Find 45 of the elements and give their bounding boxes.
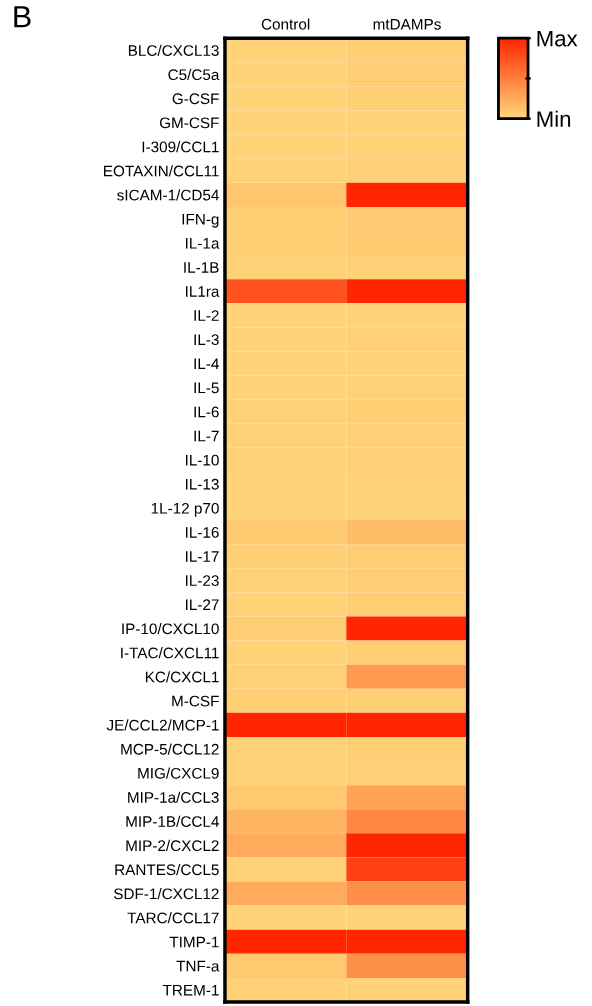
y-tick-label: MIP-1a/CCL3	[128, 791, 219, 803]
text: B	[14, 6, 31, 28]
y-tick-label: IFN-g	[182, 213, 219, 228]
y-tick-label: IL-10	[186, 454, 219, 466]
y-tick-label: IL-16	[186, 527, 219, 538]
y-tick-label: TARC/CCL17	[127, 912, 219, 924]
y-tick-label: MIP-2/CXCL2	[126, 839, 219, 852]
y-tick-label: TIMP-1	[169, 936, 219, 948]
y-tick-label: IP-10/CXCL10	[122, 622, 219, 635]
y-tick-label: BLC/CXCL13	[128, 44, 219, 56]
x-tick-label: mtDAMPs	[373, 18, 441, 30]
y-tick-label: MIP-1B/CCL4	[126, 815, 219, 827]
y-tick-label: MIG/CXCL9	[138, 767, 219, 779]
y-tick-label: M-CSF	[172, 695, 219, 707]
y-tick-label: C5/C5a	[168, 68, 220, 81]
y-tick-label: IL-23	[186, 575, 219, 587]
y-tick-label: IL-1B	[184, 262, 219, 273]
y-tick-label: IL-6	[194, 406, 219, 418]
y-tick-label: MCP-5/CCL12	[121, 743, 219, 755]
y-tick-label: TREM-1	[162, 984, 219, 996]
y-tick-label: EOTAXIN/CCL11	[104, 165, 219, 177]
y-tick-label: IL-13	[186, 478, 219, 490]
y-tick-label: sICAM-1/CD54	[117, 189, 219, 201]
y-tick-label: IL-17	[186, 551, 219, 562]
y-tick-label: SDF-1/CXCL12	[113, 888, 219, 900]
y-tick-label: IL-27	[186, 599, 219, 610]
y-tick-label: IL-3	[194, 334, 219, 346]
y-tick-label: IL1ra	[186, 286, 220, 297]
y-tick-label: TNF-a	[176, 960, 220, 972]
y-tick-label: IL-7	[194, 430, 219, 442]
color-bar-label: Max	[537, 30, 578, 47]
y-tick-label: RANTES/CCL5	[115, 863, 219, 876]
y-tick-label: I-TAC/CXCL11	[121, 647, 219, 659]
y-tick-label: KC/CXCL1	[145, 671, 219, 683]
x-tick-label: Control	[261, 18, 310, 30]
y-tick-label: I-309/CCL1	[142, 141, 219, 153]
y-tick-label: JE/CCL2/MCP-1	[106, 719, 219, 731]
y-tick-label: IL-2	[194, 310, 219, 321]
y-tick-label: IL-1a	[186, 238, 220, 249]
y-tick-label: GM-CSF	[159, 117, 219, 129]
y-tick-label: IL-4	[194, 358, 219, 370]
color-bar-label: Min	[537, 110, 571, 127]
y-tick-label: G-CSF	[172, 93, 219, 105]
y-tick-label: IL-5	[194, 382, 219, 394]
y-tick-label: 1L-12 p70	[151, 502, 219, 517]
